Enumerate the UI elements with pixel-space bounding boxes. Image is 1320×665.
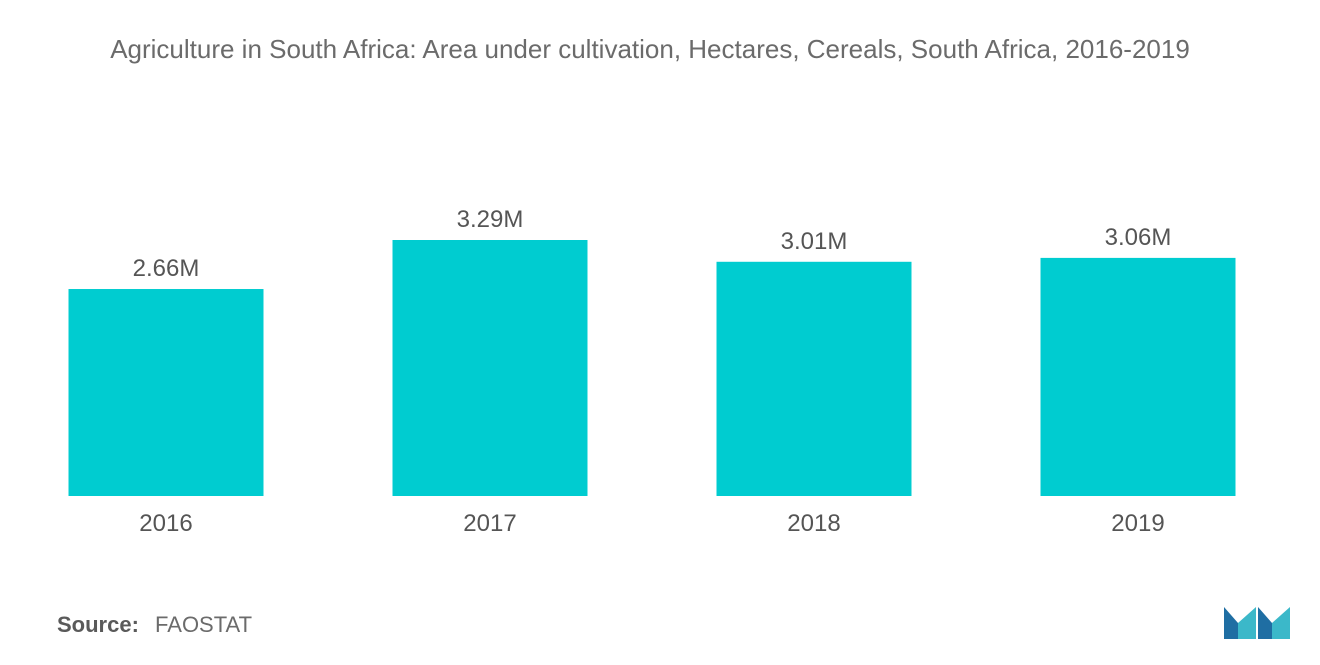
source-value: FAOSTAT bbox=[155, 612, 253, 637]
bar-2017 bbox=[392, 240, 588, 496]
data-label-2018: 3.01M bbox=[781, 228, 848, 255]
x-tick-label-2016: 2016 bbox=[139, 510, 192, 537]
mordor-intelligence-logo-icon bbox=[1224, 607, 1290, 639]
x-tick-label-2019: 2019 bbox=[1111, 510, 1164, 537]
data-label-2016: 2.66M bbox=[133, 255, 200, 282]
x-tick-label-2017: 2017 bbox=[463, 510, 516, 537]
chart-title: Agriculture in South Africa: Area under … bbox=[110, 34, 1190, 64]
bar-2019 bbox=[1040, 257, 1236, 496]
x-tick-label-2018: 2018 bbox=[787, 510, 840, 537]
bar-2016 bbox=[68, 289, 264, 496]
bar-2018 bbox=[716, 261, 912, 496]
source-label: Source: bbox=[57, 612, 139, 637]
data-label-2017: 3.29M bbox=[457, 206, 524, 233]
source-note: Source: FAOSTAT bbox=[57, 612, 252, 638]
data-label-2019: 3.06M bbox=[1105, 224, 1172, 251]
bar-chart: 2.66M 2016 3.29M 2017 3.01M 2018 3.06M 2019 bbox=[68, 206, 1236, 537]
